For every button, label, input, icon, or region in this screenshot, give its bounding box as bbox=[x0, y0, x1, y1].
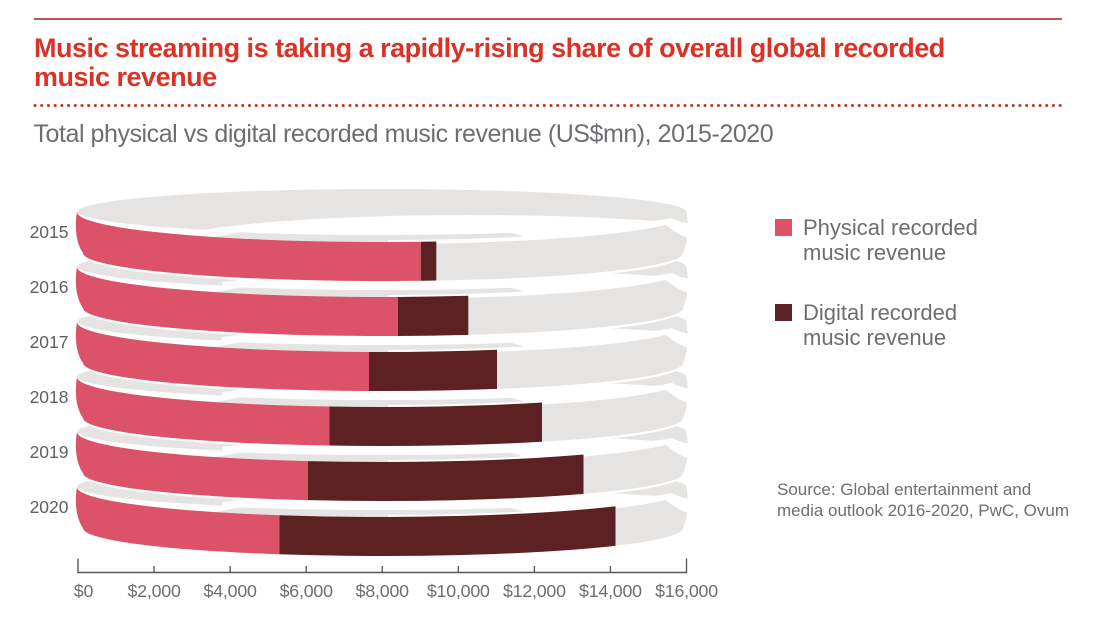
svg-text:2015: 2015 bbox=[30, 222, 69, 242]
svg-text:$0: $0 bbox=[74, 581, 94, 601]
svg-text:$16,000: $16,000 bbox=[655, 581, 718, 601]
svg-text:$2,000: $2,000 bbox=[127, 581, 180, 601]
svg-text:$8,000: $8,000 bbox=[356, 581, 409, 601]
svg-text:2016: 2016 bbox=[30, 277, 69, 297]
svg-text:2017: 2017 bbox=[30, 332, 69, 352]
svg-text:$6,000: $6,000 bbox=[280, 581, 333, 601]
svg-text:2020: 2020 bbox=[30, 497, 69, 517]
svg-text:$10,000: $10,000 bbox=[427, 581, 490, 601]
svg-text:$14,000: $14,000 bbox=[579, 581, 642, 601]
svg-text:$4,000: $4,000 bbox=[204, 581, 257, 601]
svg-text:$12,000: $12,000 bbox=[503, 581, 566, 601]
svg-text:2019: 2019 bbox=[30, 442, 69, 462]
svg-text:2018: 2018 bbox=[30, 387, 69, 407]
